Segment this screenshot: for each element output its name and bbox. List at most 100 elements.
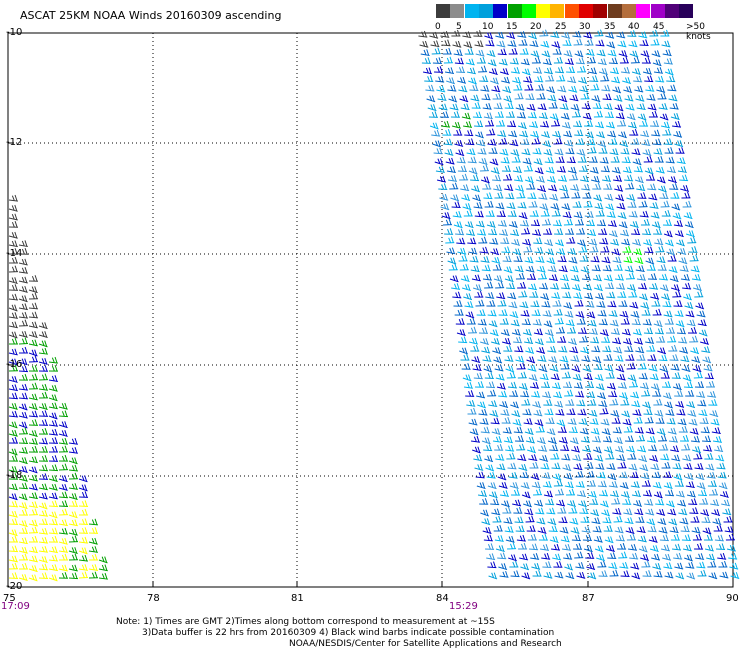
wind-barb: [711, 427, 721, 434]
wind-barb: [670, 284, 680, 292]
wind-barb: [502, 427, 512, 434]
wind-barb: [624, 517, 634, 524]
wind-barb: [589, 166, 599, 174]
wind-barb: [567, 166, 577, 174]
wind-barb: [636, 434, 646, 442]
wind-barb: [664, 401, 673, 409]
wind-barb: [563, 218, 573, 226]
wind-barb: [449, 103, 459, 111]
wind-barb: [627, 121, 637, 129]
wind-barb: [549, 193, 559, 201]
wind-barb: [558, 175, 568, 182]
wind-barb: [503, 436, 513, 444]
wind-barb: [557, 426, 567, 433]
wind-barb: [457, 247, 467, 255]
wind-barb: [543, 571, 553, 579]
wind-barb: [681, 534, 691, 541]
wind-barb: [649, 202, 659, 209]
wind-barb: [529, 543, 539, 551]
wind-barb: [456, 237, 466, 245]
wind-barb: [567, 76, 577, 84]
wind-barb: [667, 335, 677, 343]
wind-barb: [644, 416, 654, 424]
wind-barb: [612, 256, 622, 264]
wind-barb: [18, 421, 28, 429]
wind-barb: [8, 321, 18, 329]
wind-barb: [600, 500, 609, 508]
wind-barb: [627, 452, 637, 460]
wind-barb: [671, 454, 681, 462]
wind-barb: [612, 507, 622, 515]
wind-barb: [528, 374, 538, 382]
lon-label: 87: [582, 593, 595, 604]
wind-barb: [48, 475, 58, 482]
wind-barb: [18, 403, 28, 411]
wind-barb: [534, 419, 544, 427]
wind-barb: [629, 50, 639, 58]
wind-barb: [495, 545, 505, 553]
wind-barb: [550, 282, 560, 290]
wind-barb: [659, 284, 669, 292]
wind-barb: [535, 256, 545, 263]
wind-barb: [499, 68, 509, 75]
wind-barb: [676, 327, 686, 335]
wind-barb: [38, 518, 49, 526]
wind-barb: [647, 354, 657, 361]
wind-barb: [562, 39, 572, 46]
wind-barb: [539, 282, 549, 290]
legend-swatch: [664, 4, 679, 18]
wind-barb: [476, 391, 486, 399]
wind-barb: [28, 349, 38, 357]
wind-barb: [558, 436, 568, 444]
wind-barb: [648, 110, 658, 118]
wind-barb: [545, 166, 555, 174]
wind-barb: [457, 76, 467, 84]
wind-barb: [632, 328, 642, 336]
wind-barb: [8, 265, 19, 273]
wind-barb: [587, 146, 597, 154]
wind-barb: [529, 291, 539, 298]
wind-barb: [553, 56, 563, 64]
wind-barb: [492, 174, 502, 182]
wind-barb: [494, 444, 504, 451]
wind-barb: [58, 537, 68, 545]
wind-barb: [554, 148, 564, 156]
wind-barb: [28, 519, 38, 527]
wind-barb: [28, 292, 39, 300]
wind-barb: [500, 409, 510, 416]
wind-barb: [678, 336, 688, 344]
wind-barb: [585, 219, 595, 227]
wind-barb: [485, 381, 496, 389]
wind-barb: [637, 535, 647, 543]
wind-barb: [728, 552, 738, 560]
wind-barb: [8, 376, 18, 383]
wind-barb: [621, 410, 631, 418]
wind-barb: [573, 382, 583, 389]
wind-barb: [537, 355, 547, 362]
wind-barb: [549, 364, 559, 372]
wind-barb: [560, 444, 570, 452]
wind-barb: [650, 463, 660, 471]
wind-barb: [552, 553, 562, 561]
wind-barb: [533, 237, 543, 245]
wind-barb: [18, 457, 28, 465]
wind-barb: [459, 173, 469, 181]
wind-barb: [489, 329, 499, 337]
wind-barb: [38, 419, 49, 426]
wind-barb: [38, 556, 48, 564]
wind-barb: [642, 318, 652, 326]
wind-barb: [510, 570, 520, 578]
wind-barb: [681, 443, 691, 451]
wind-barb: [609, 490, 619, 498]
wind-barb: [591, 264, 601, 272]
wind-barb: [536, 346, 546, 354]
legend-label: 45: [653, 22, 665, 32]
wind-barb: [552, 130, 562, 138]
wind-barb: [419, 40, 429, 48]
wind-barb: [566, 488, 576, 496]
wind-barb: [702, 356, 712, 364]
wind-barb: [555, 156, 565, 163]
wind-barb: [663, 562, 673, 570]
wind-barb: [617, 381, 627, 389]
wind-barb: [646, 173, 656, 181]
